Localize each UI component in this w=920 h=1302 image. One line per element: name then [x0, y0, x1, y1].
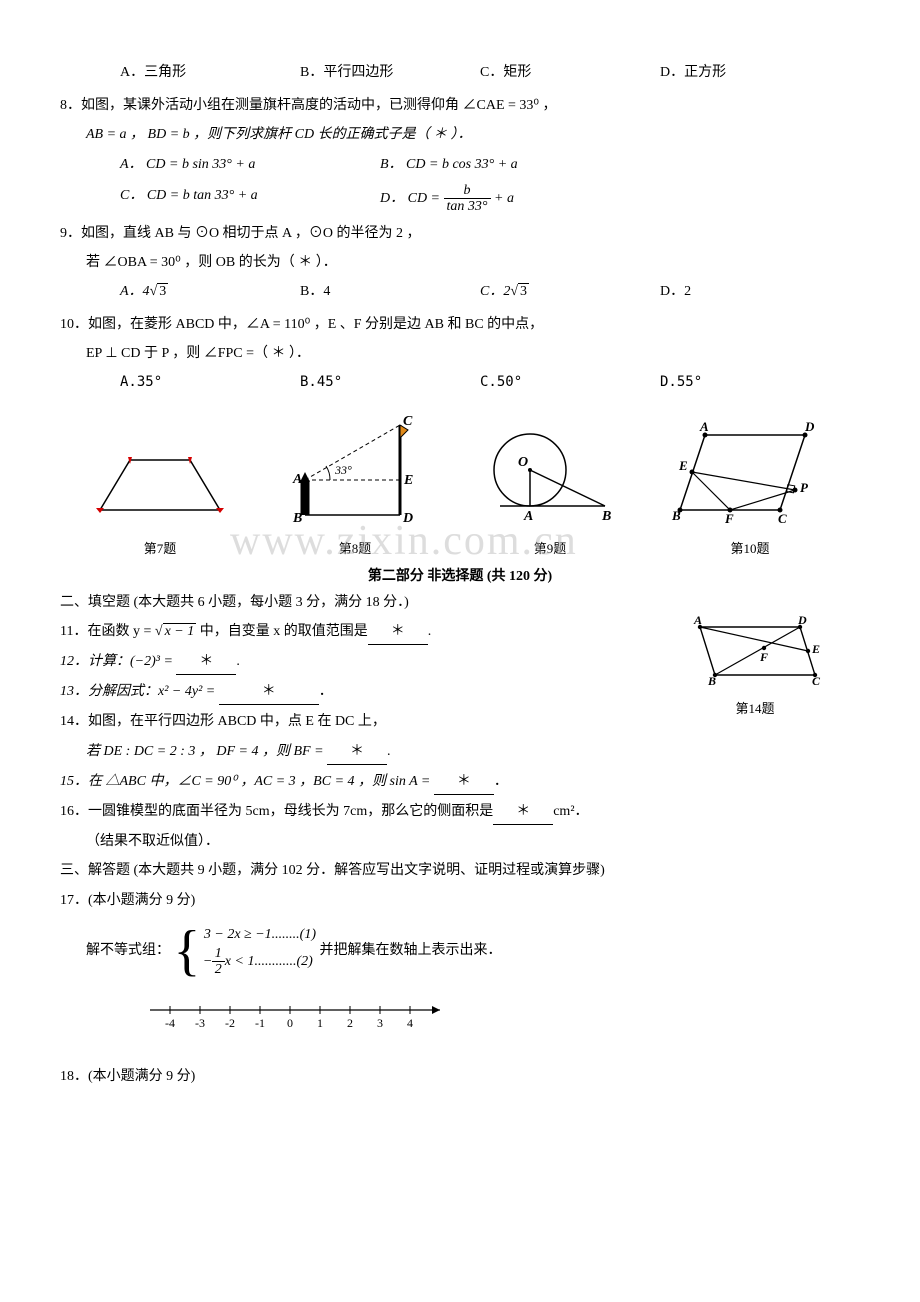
svg-text:4: 4 [407, 1016, 413, 1030]
svg-text:C: C [812, 674, 821, 688]
q10-stem-2: EP ⊥ CD 于 P ，则 ∠FPC =（ ＊ ）． [60, 341, 860, 366]
svg-text:D: D [402, 511, 413, 526]
q7-option-b: B．平行四边形 [300, 60, 480, 85]
svg-text:C: C [403, 414, 413, 429]
q8-stem-2: AB = a ， BD = b ，则下列求旗杆 CD 长的正确式子是（ ＊ ）． [86, 127, 472, 142]
svg-text:C: C [778, 511, 787, 526]
q17-header: 17．(本小题满分 9 分) [60, 888, 860, 913]
svg-text:A: A [523, 509, 533, 524]
svg-text:B: B [707, 674, 716, 688]
q10-stem-1: 10．如图，在菱形 ABCD 中，∠A = 110⁰ ，E 、F 分别是边 AB… [60, 312, 860, 337]
section3-header: 三、解答题 (本大题共 9 小题，满分 102 分．解答应写出文字说明、证明过程… [60, 858, 860, 883]
svg-text:1: 1 [317, 1016, 323, 1030]
figure-14: A D B C E F 第14题 [680, 615, 830, 721]
svg-text:D: D [804, 420, 815, 434]
section2-header: 二、填空题 (本大题共 6 小题，每小题 3 分，满分 18 分．) [60, 590, 860, 615]
q10-option-c: C.50° [480, 370, 660, 395]
q17-body: 解不等式组： { 3 − 2x ≥ −1........(1) −12x < 1… [60, 923, 860, 979]
svg-text:B: B [292, 511, 302, 526]
part2-title: 第二部分 非选择题 (共 120 分) [60, 564, 860, 589]
svg-text:0: 0 [287, 1016, 293, 1030]
q7-option-a: A．三角形 [120, 60, 300, 85]
svg-text:O: O [518, 455, 528, 470]
figure-7: 第7题 [90, 440, 230, 561]
q9-stem-1: 9．如图，直线 AB 与 ⊙O 相切于点 A ，⊙O 的半径为 2 ， [60, 221, 860, 246]
q9-option-c: C．23 [480, 279, 660, 304]
q8-option-d: D． CD = btan 33° + a [380, 183, 640, 215]
q7-option-c: C．矩形 [480, 60, 660, 85]
svg-text:A: A [693, 615, 702, 627]
svg-text:-1: -1 [255, 1016, 265, 1030]
svg-text:A: A [292, 472, 302, 487]
svg-text:D: D [797, 615, 807, 627]
q8-option-b: B． CD = b cos 33° + a [380, 152, 640, 177]
svg-text:F: F [759, 650, 768, 664]
q7-options: A．三角形 B．平行四边形 C．矩形 D．正方形 [60, 60, 860, 85]
q10-option-a: A.35° [120, 370, 300, 395]
svg-text:-2: -2 [225, 1016, 235, 1030]
svg-text:-4: -4 [165, 1016, 175, 1030]
q14-stem-2: 若 DE : DC = 2 : 3 ， DF = 4 ，则 BF = ＊. [60, 739, 860, 765]
q9-option-b: B．4 [300, 279, 480, 304]
figure-8: 33° A B C D E 第8题 [280, 410, 430, 561]
figures-row: www.zixin.com.cn 第7题 33° A B C D E [60, 404, 860, 561]
svg-text:3: 3 [377, 1016, 383, 1030]
svg-text:B: B [671, 508, 681, 523]
q8-option-c: C． CD = b tan 33° + a [120, 183, 380, 215]
q7-option-d: D．正方形 [660, 60, 780, 85]
q16-note: （结果不取近似值）． [60, 829, 860, 854]
svg-text:E: E [678, 458, 688, 473]
q9-stem-2: 若 ∠OBA = 30⁰ ，则 OB 的长为（ ＊ ）． [60, 250, 860, 275]
figure-9: O A B 第9题 [480, 420, 620, 561]
q8-option-a: A． CD = b sin 33° + a [120, 152, 380, 177]
svg-text:A: A [699, 420, 709, 434]
q9-option-a: A．43 [120, 279, 300, 304]
q8-stem-1: 8．如图，某课外活动小组在测量旗杆高度的活动中，已测得仰角 ∠CAE = 33⁰… [60, 93, 860, 118]
svg-text:E: E [403, 473, 413, 488]
q10-option-b: B.45° [300, 370, 480, 395]
q15: 15．在 △ABC 中，∠C = 90⁰ ，AC = 3 ，BC = 4 ，则 … [60, 769, 860, 795]
figure-10: A D B C E F P 第10题 [670, 420, 830, 561]
q16: 16．一圆锥模型的底面半径为 5cm，母线长为 7cm，那么它的侧面积是＊cm²… [60, 799, 860, 825]
fig8-angle-label: 33° [334, 463, 352, 477]
q10-option-d: D.55° [660, 370, 780, 395]
q18-header: 18．(本小题满分 9 分) [60, 1064, 860, 1089]
svg-text:P: P [800, 480, 809, 495]
number-line: -4 -3 -2 -1 0 1 2 3 4 [140, 995, 860, 1044]
svg-text:B: B [601, 509, 611, 524]
svg-text:E: E [811, 642, 820, 656]
svg-text:2: 2 [347, 1016, 353, 1030]
svg-text:F: F [724, 511, 734, 526]
q9-option-d: D．2 [660, 279, 780, 304]
svg-text:-3: -3 [195, 1016, 205, 1030]
